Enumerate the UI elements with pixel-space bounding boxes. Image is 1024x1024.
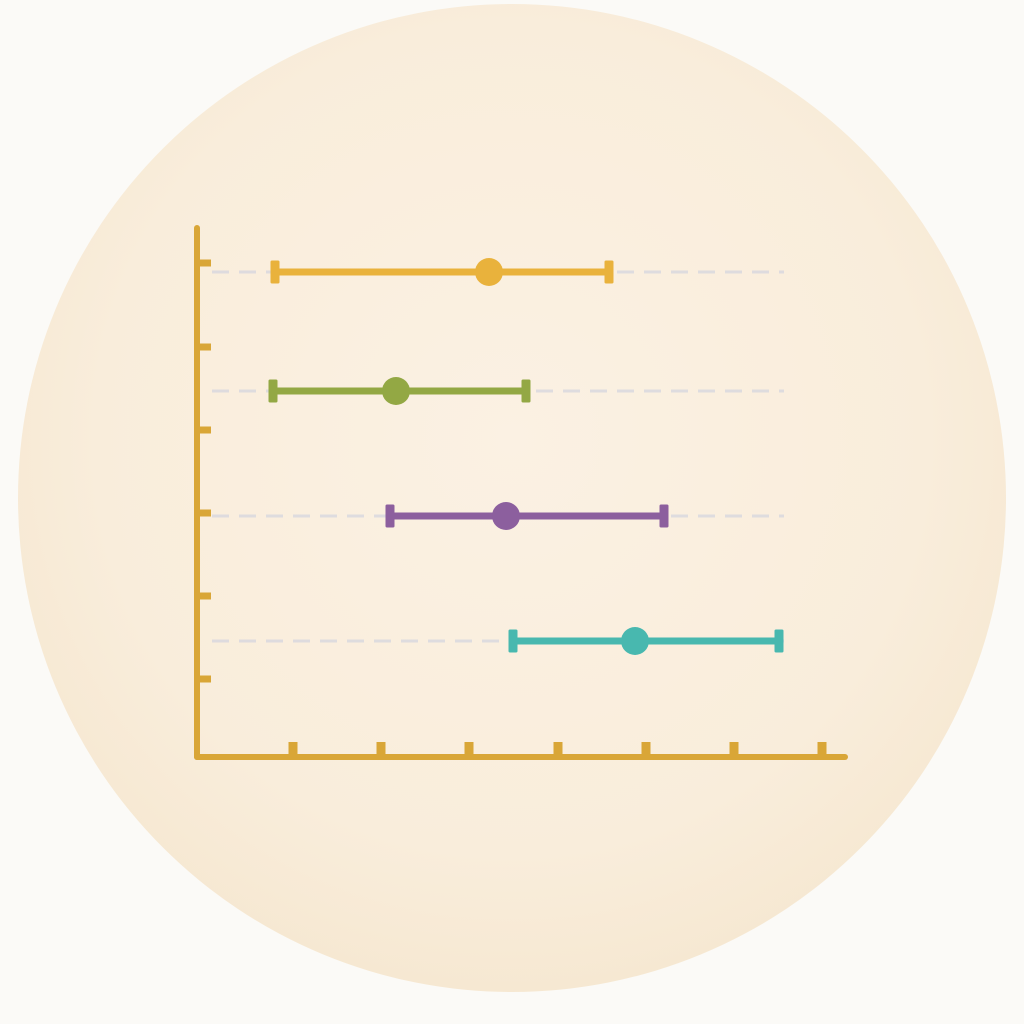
error-bar-cap-right-row-1 xyxy=(604,260,614,284)
y-axis-tick-5 xyxy=(195,592,211,600)
mean-dot-row-2 xyxy=(382,377,410,405)
x-axis-tick-1 xyxy=(288,742,298,757)
y-axis-tick-6 xyxy=(195,675,211,683)
error-bar-cap-right-row-3 xyxy=(659,504,669,528)
mean-dot-row-3 xyxy=(492,502,520,530)
error-bar-cap-left-row-2 xyxy=(268,379,278,403)
error-bar-cap-left-row-1 xyxy=(270,260,280,284)
mean-dot-row-4 xyxy=(621,627,649,655)
circle-background xyxy=(18,4,1006,992)
y-axis-tick-4 xyxy=(195,509,211,517)
x-axis-tick-6 xyxy=(729,742,739,757)
x-axis-tick-4 xyxy=(553,742,563,757)
x-axis-tick-2 xyxy=(376,742,386,757)
error-bar-cap-right-row-4 xyxy=(774,629,784,653)
error-bar-cap-right-row-2 xyxy=(521,379,531,403)
y-axis-tick-1 xyxy=(195,259,211,267)
error-bar-cap-left-row-4 xyxy=(508,629,518,653)
x-axis-tick-7 xyxy=(817,742,827,757)
x-axis-tick-5 xyxy=(641,742,651,757)
x-axis-tick-3 xyxy=(464,742,474,757)
y-axis-tick-2 xyxy=(195,343,211,351)
mean-dot-row-1 xyxy=(475,258,503,286)
error-bar-cap-left-row-3 xyxy=(385,504,395,528)
y-axis-tick-3 xyxy=(195,426,211,434)
